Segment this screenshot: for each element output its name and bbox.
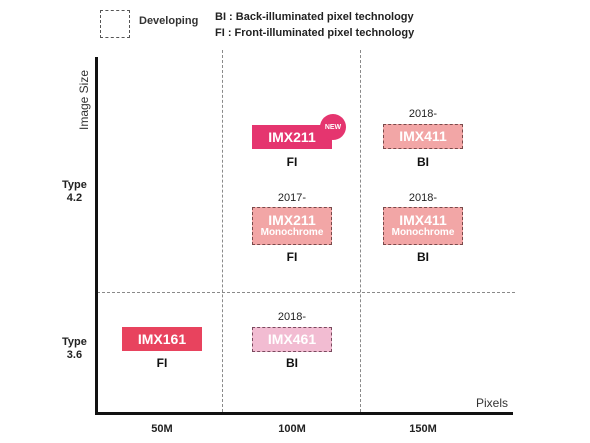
x-tick-50m: 50M [151,423,173,435]
product-imx411: IMX411 [383,124,463,149]
imx161-type: FI [156,356,168,370]
imx461-year: 2018- [277,311,307,323]
product-imx211: IMX211 [252,125,332,149]
x-axis-title: Pixels [476,396,509,410]
y-axis [95,57,98,415]
fi-definition: FI : Front-illuminated pixel technology [215,27,415,39]
x-tick-100m: 100M [278,423,306,435]
developing-legend-swatch [100,10,130,38]
product-imx411-monochrome: IMX411 Monochrome [383,207,463,245]
imx411-type: BI [417,155,429,169]
imx411-year: 2018- [408,108,438,120]
product-imx161: IMX161 [122,327,202,351]
developing-legend-label: Developing [139,15,199,27]
grid-line-vertical-2 [360,50,361,412]
y-axis-title: Image Size [77,69,91,131]
product-imx211-monochrome: IMX211 Monochrome [252,207,332,245]
new-badge: NEW [320,114,346,140]
y-tick-type-4-2: Type 4.2 [62,179,87,204]
imx461-type: BI [286,356,298,370]
imx211-type: FI [286,155,298,169]
imx411-mono-year: 2018- [408,192,438,204]
grid-line-vertical-1 [222,50,223,412]
bi-definition: BI : Back-illuminated pixel technology [215,11,414,23]
x-axis [95,412,513,415]
product-imx461: IMX461 [252,327,332,352]
grid-line-horizontal [97,292,515,293]
x-tick-150m: 150M [409,423,437,435]
imx211-mono-year: 2017- [277,192,307,204]
imx211-mono-type: FI [286,250,298,264]
y-tick-type-3-6: Type 3.6 [62,336,87,361]
imx411-mono-type: BI [417,250,429,264]
